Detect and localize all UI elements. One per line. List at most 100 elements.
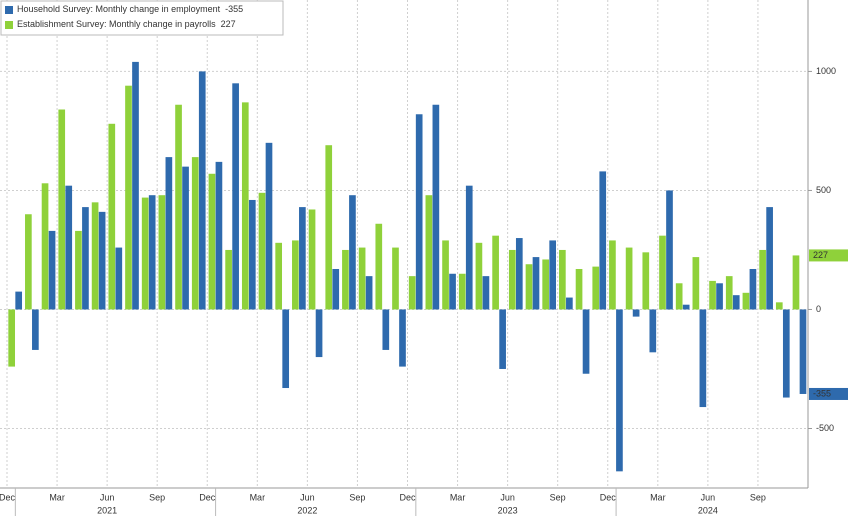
x-tick-label: Mar [650, 492, 666, 502]
bar [115, 247, 123, 310]
bar [48, 230, 56, 310]
bar [399, 309, 406, 367]
bar [232, 83, 239, 310]
bar [375, 223, 383, 310]
bar [465, 185, 473, 310]
bar [58, 109, 66, 310]
x-tick-label: Dec [399, 492, 416, 502]
bar [408, 276, 416, 310]
last-value-label: 227 [813, 250, 828, 260]
bar [225, 249, 232, 310]
bar [75, 230, 82, 310]
x-tick-label: Sep [750, 492, 766, 502]
bar [98, 211, 106, 310]
bar [282, 309, 290, 389]
bar [609, 240, 616, 310]
bar [799, 309, 807, 394]
bar [692, 257, 700, 310]
bar [775, 302, 783, 310]
bar [449, 273, 456, 310]
bar [299, 207, 306, 310]
bar [508, 249, 516, 310]
legend-value: 227 [221, 19, 236, 29]
bar [175, 104, 182, 310]
legend-label: Household Survey: Monthly change in empl… [17, 4, 243, 14]
bar [566, 297, 573, 310]
x-tick-label: Jun [500, 492, 515, 502]
y-tick-label: 1000 [816, 66, 836, 76]
legend-value: -355 [225, 4, 243, 14]
x-tick-label: Jun [300, 492, 315, 502]
x-tick-label: Mar [250, 492, 266, 502]
bar [616, 309, 623, 472]
x-tick-label: Jun [100, 492, 115, 502]
bar [82, 207, 89, 310]
bar [248, 199, 256, 310]
legend-name: Household Survey: Monthly change in empl… [17, 4, 221, 14]
bar [292, 240, 299, 310]
bar [782, 309, 790, 398]
y-tick-label: -500 [816, 423, 834, 433]
bar [709, 280, 716, 310]
bar [582, 309, 590, 374]
bar [325, 145, 333, 310]
bar [315, 309, 323, 358]
bar [575, 268, 583, 310]
bar [492, 235, 499, 310]
bar [358, 247, 366, 310]
bar [525, 264, 533, 310]
bar [499, 309, 506, 369]
bar [158, 195, 166, 310]
bar [542, 259, 550, 310]
x-group-label: 2021 [97, 505, 117, 515]
bar [675, 283, 683, 310]
x-tick-label: Sep [149, 492, 165, 502]
legend-box [0, 0, 284, 36]
bar [642, 252, 650, 310]
bar [699, 309, 707, 408]
bar [482, 276, 490, 310]
legend-swatch [5, 6, 13, 14]
bar [15, 291, 23, 310]
y-tick-label: 0 [816, 304, 821, 314]
bar [666, 190, 673, 310]
bar [41, 183, 49, 310]
last-value-tag [809, 387, 848, 400]
bar [148, 195, 156, 310]
bar [442, 240, 449, 310]
bar [625, 247, 633, 310]
bar [592, 266, 600, 310]
bar [258, 192, 266, 310]
bar [649, 309, 657, 353]
bar [515, 238, 523, 310]
x-tick-label: Sep [550, 492, 566, 502]
legend: Household Survey: Monthly change in empl… [0, 0, 284, 36]
x-tick-label: Mar [49, 492, 65, 502]
x-tick-label: Jun [701, 492, 716, 502]
bar [208, 173, 216, 310]
last-value-label: -355 [813, 388, 831, 398]
bar [132, 61, 139, 310]
legend-swatch [5, 21, 13, 29]
bar [65, 185, 73, 310]
bar [191, 157, 199, 310]
bar [342, 249, 349, 310]
x-group-label: 2023 [498, 505, 518, 515]
bar [759, 249, 766, 310]
x-group-label: 2024 [698, 505, 718, 515]
bars [8, 61, 807, 472]
bar [792, 255, 800, 310]
y-tick-label: 500 [816, 185, 831, 195]
bar [165, 157, 173, 310]
bar [8, 309, 16, 367]
x-tick-label: Sep [349, 492, 365, 502]
bar [749, 268, 757, 310]
bar [25, 214, 32, 310]
bar [332, 268, 340, 310]
bar [716, 283, 723, 310]
bar [559, 249, 566, 310]
bar [599, 171, 607, 310]
